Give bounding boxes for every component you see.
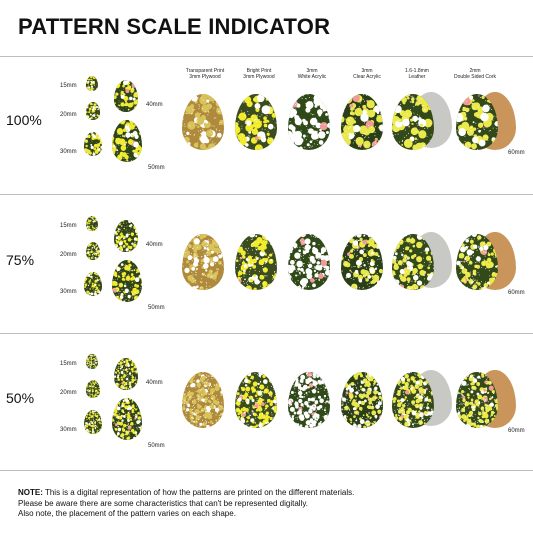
material-drop-5 [392, 234, 434, 290]
sample-drop [112, 120, 142, 162]
material-label-line2: 3mm Plywood [243, 74, 275, 80]
material-label-6: 2mm Double Sided Cork [440, 68, 510, 80]
material-label-line1: 3mm [306, 68, 318, 74]
size-label-large: 60mm [508, 428, 525, 434]
size-label: 15mm [60, 83, 77, 89]
material-label-line1: Transparent Print [185, 68, 225, 74]
material-label-line1: Bright Print [246, 68, 272, 74]
material-label-3: 3mm White Acrylic [277, 68, 347, 80]
material-drop-4 [341, 94, 383, 150]
note-line-3: Also note, the placement of the pattern … [18, 509, 236, 518]
sample-drop [86, 102, 100, 120]
material-label-line2: 3mm Plywood [189, 74, 221, 80]
note: NOTE: This is a digital representation o… [18, 488, 518, 520]
size-label: 40mm [146, 102, 163, 108]
size-label: 50mm [148, 305, 165, 311]
material-label-5: 1.6-1.8mm Leather [382, 68, 452, 80]
page-title: PATTERN SCALE INDICATOR [18, 14, 331, 39]
sample-drop [84, 132, 102, 156]
size-label: 15mm [60, 361, 77, 367]
sample-drop [84, 410, 102, 434]
sample-drop [84, 272, 102, 296]
material-drop-1 [182, 94, 224, 150]
material-drop-6 [456, 94, 498, 150]
material-drop-3 [288, 234, 330, 290]
material-drop-2 [235, 234, 277, 290]
note-label: NOTE: [18, 488, 43, 497]
scale-label: 100% [6, 112, 42, 128]
material-label-line2: Double Sided Cork [454, 74, 496, 80]
material-label-1: Transparent Print 3mm Plywood [170, 68, 240, 80]
material-label-line1: 1.6-1.8mm [405, 68, 429, 74]
sample-drop [86, 380, 100, 398]
material-drop-5 [392, 94, 434, 150]
size-label-large: 60mm [508, 290, 525, 296]
material-drop-2 [235, 94, 277, 150]
note-line-1: This is a digital representation of how … [44, 488, 355, 497]
material-drop-4 [341, 372, 383, 428]
material-drop-4 [341, 234, 383, 290]
sample-drop [114, 80, 138, 112]
material-label-line1: 2mm [469, 68, 481, 74]
material-drop-5 [392, 372, 434, 428]
material-label-line2: Clear Acrylic [353, 74, 381, 80]
sample-drop [112, 260, 142, 302]
material-label-4: 3mm Clear Acrylic [332, 68, 402, 80]
material-label-2: Bright Print 3mm Plywood [224, 68, 294, 80]
size-label: 40mm [146, 380, 163, 386]
size-label-large: 60mm [508, 150, 525, 156]
sample-drop [114, 220, 138, 252]
material-label-line1: 3mm [361, 68, 373, 74]
note-line-2: Please be aware there are some character… [18, 498, 308, 508]
size-label: 20mm [60, 112, 77, 118]
sample-drop [86, 242, 100, 260]
sample-drop [86, 216, 98, 231]
size-label: 30mm [60, 289, 77, 295]
size-label: 40mm [146, 242, 163, 248]
divider-top [0, 56, 533, 57]
divider-2 [0, 333, 533, 334]
sample-drop [114, 358, 138, 390]
material-drop-3 [288, 94, 330, 150]
sample-drop [86, 76, 98, 91]
divider-1 [0, 194, 533, 195]
size-label: 30mm [60, 149, 77, 155]
scale-label: 75% [6, 252, 35, 268]
divider-bottom [0, 470, 533, 471]
scale-label: 50% [6, 390, 35, 406]
sample-drop [86, 354, 98, 369]
size-label: 20mm [60, 252, 77, 258]
material-label-line2: Leather [408, 74, 426, 80]
material-drop-1 [182, 234, 224, 290]
size-label: 50mm [148, 165, 165, 171]
material-drop-2 [235, 372, 277, 428]
material-label-line2: White Acrylic [297, 74, 327, 80]
size-label: 15mm [60, 223, 77, 229]
size-label: 30mm [60, 427, 77, 433]
material-drop-3 [288, 372, 330, 428]
size-label: 20mm [60, 390, 77, 396]
size-label: 50mm [148, 443, 165, 449]
sample-drop [112, 398, 142, 440]
material-drop-1 [182, 372, 224, 428]
